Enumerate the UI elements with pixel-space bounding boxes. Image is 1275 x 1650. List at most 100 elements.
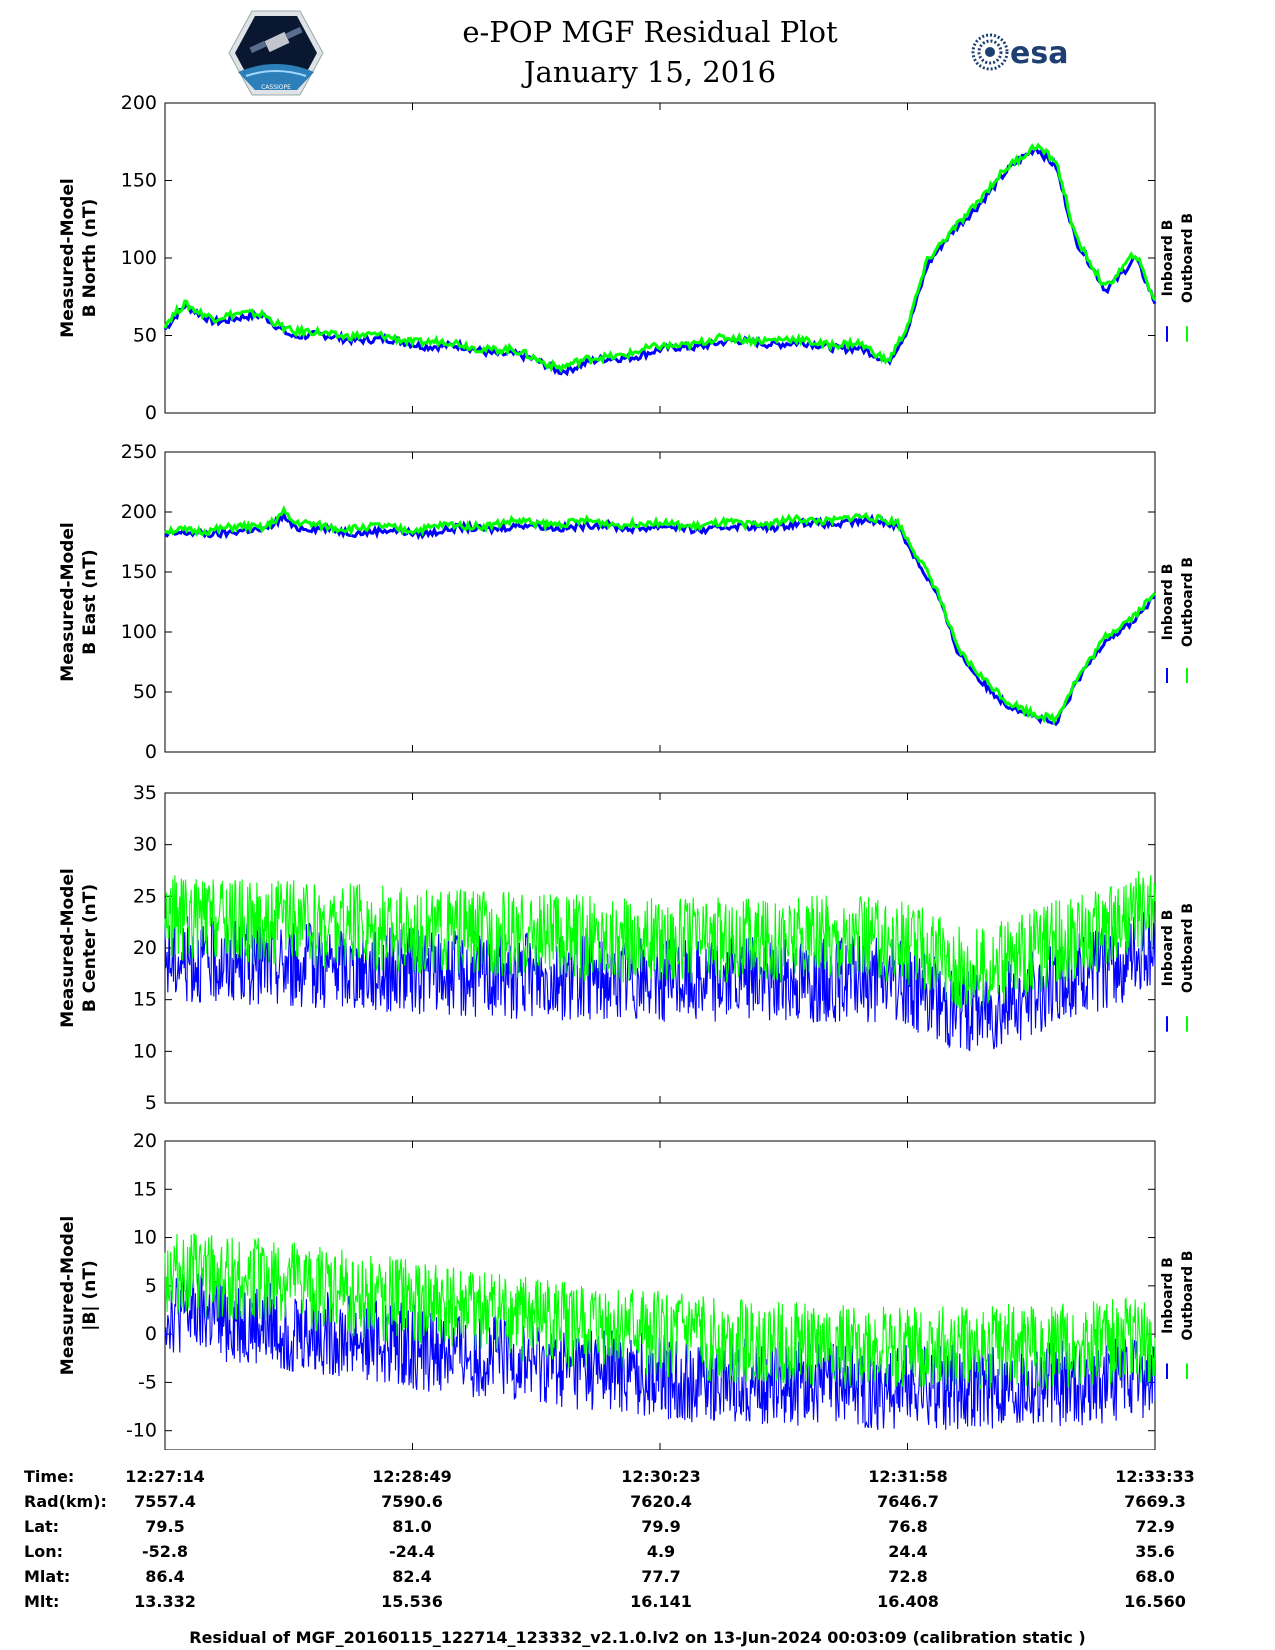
y-tick-label: 200: [121, 501, 157, 523]
table-cell: 15.536: [381, 1592, 443, 1611]
row-label-time: Time:: [24, 1467, 75, 1486]
row-label-lat: Lat:: [24, 1517, 60, 1536]
table-cell: 79.5: [145, 1517, 185, 1536]
y-axis-label-line: |B| (nT): [80, 1260, 100, 1331]
table-cell: 79.9: [641, 1517, 681, 1536]
y-axis-label: Measured-Model B North (nT): [58, 178, 100, 337]
table-cell: -24.4: [388, 1542, 436, 1561]
table-cell: -52.8: [141, 1542, 189, 1561]
table-cell: 12:28:49: [372, 1467, 452, 1486]
y-tick-label: 35: [133, 782, 157, 804]
table-cell: 7590.6: [381, 1492, 443, 1511]
y-tick-label: 20: [133, 1130, 157, 1152]
table-cell: 35.6: [1135, 1542, 1175, 1561]
y-tick-label: 0: [145, 1323, 157, 1345]
chart-title: e-POP MGF Residual Plot: [462, 15, 838, 49]
y-axis-label-line: Measured-Model: [58, 178, 78, 337]
y-tick-label: 50: [133, 325, 157, 347]
panel-3: 5 10 15 20 25 30 35 Measured-Model B Center (nT)…: [58, 782, 1196, 1114]
table-cell: 72.8: [888, 1567, 928, 1586]
series-line-inboard: [163, 146, 1157, 377]
esa-logo-icon: esa: [971, 33, 1068, 71]
y-axis-label: Measured-Model B Center (nT): [58, 868, 100, 1027]
series-line-outboard: [164, 870, 1156, 1009]
table-cell: 16.408: [877, 1592, 939, 1611]
cassiope-logo-icon: CASSIOPE: [228, 10, 324, 96]
chart-date: January 15, 2016: [523, 55, 777, 89]
y-tick-label: 15: [133, 1178, 157, 1200]
legend-label: Outboard B: [1180, 903, 1196, 993]
table-cell: 12:27:14: [125, 1467, 205, 1486]
table-cell: 12:33:33: [1115, 1467, 1195, 1486]
y-tick-label: 50: [133, 681, 157, 703]
series-line-inboard: [164, 509, 1156, 727]
y-axis-label-line: Measured-Model: [58, 1216, 78, 1375]
table-cell: 77.7: [641, 1567, 681, 1586]
table-cell: 72.9: [1135, 1517, 1175, 1536]
y-tick-label: 30: [133, 834, 157, 856]
table-cell: 68.0: [1135, 1567, 1175, 1586]
y-axis-label-line: Measured-Model: [58, 522, 78, 681]
legend-label: Outboard B: [1180, 1250, 1196, 1340]
row-label-lon: Lon:: [24, 1542, 63, 1561]
legend-label: Inboard B: [1160, 220, 1176, 297]
y-tick-label: 5: [145, 1092, 157, 1114]
y-tick-label: 150: [121, 561, 157, 583]
table-cell: 7557.4: [134, 1492, 196, 1511]
table-cell: 4.9: [646, 1542, 676, 1561]
y-axis-label-line: B North (nT): [80, 199, 100, 318]
y-tick-label: 0: [145, 402, 157, 424]
y-tick-label: 100: [121, 247, 157, 269]
legend-label: Inboard B: [1160, 910, 1176, 987]
series-line-outboard: [164, 504, 1156, 726]
y-axis-label-line: Measured-Model: [58, 868, 78, 1027]
table-cell: 13.332: [134, 1592, 196, 1611]
table-cell: 76.8: [888, 1517, 928, 1536]
series-line-outboard: [163, 142, 1157, 374]
row-label-rad: Rad(km):: [24, 1492, 107, 1511]
table-cell: 16.141: [630, 1592, 692, 1611]
y-tick-label: 25: [133, 885, 157, 907]
panel-1: 0 50 100 150 200 Measured-Model B North (nT) In…: [58, 92, 1196, 424]
y-tick-label: 20: [133, 937, 157, 959]
y-tick-label: -5: [138, 1371, 157, 1393]
legend-label: Inboard B: [1160, 1257, 1176, 1334]
y-tick-label: 15: [133, 989, 157, 1011]
y-tick-label: 100: [121, 621, 157, 643]
y-tick-label: 10: [133, 1040, 157, 1062]
table-cell: 82.4: [392, 1567, 432, 1586]
table-cell: 7646.7: [877, 1492, 939, 1511]
y-tick-label: 0: [145, 741, 157, 763]
y-tick-label: 150: [121, 170, 157, 192]
y-tick-label: -10: [126, 1420, 157, 1442]
footer-caption: Residual of MGF_20160115_122714_123332_v…: [189, 1628, 1086, 1647]
y-axis-label: Measured-Model B East (nT): [58, 522, 100, 681]
row-label-mlt: Mlt:: [24, 1592, 60, 1611]
logo-text: CASSIOPE: [261, 84, 291, 91]
y-tick-label: 5: [145, 1275, 157, 1297]
table-cell: 7669.3: [1124, 1492, 1186, 1511]
axes-frame: [164, 102, 1156, 414]
panel-4: -10 -5 0 5 10 15 20 Measured-Model |B| (nT) Inboa…: [58, 1130, 1196, 1450]
y-axis-label-line: B East (nT): [80, 549, 100, 654]
esa-logo-text: esa: [1010, 36, 1068, 71]
table-cell: 7620.4: [630, 1492, 692, 1511]
table-cell: 86.4: [145, 1567, 185, 1586]
y-axis-label: Measured-Model |B| (nT): [58, 1216, 100, 1375]
y-tick-label: 250: [121, 441, 157, 463]
legend-label: Inboard B: [1160, 564, 1176, 641]
y-tick-label: 200: [121, 92, 157, 114]
row-label-mlat: Mlat:: [24, 1567, 71, 1586]
table-cell: 24.4: [888, 1542, 928, 1561]
table-cell: 81.0: [392, 1517, 432, 1536]
table-cell: 16.560: [1124, 1592, 1186, 1611]
table-cell: 12:30:23: [621, 1467, 701, 1486]
y-tick-label: 10: [133, 1227, 157, 1249]
y-axis-label-line: B Center (nT): [80, 884, 100, 1012]
legend-label: Outboard B: [1180, 213, 1196, 303]
panel-2: 0 50 100 150 200 250 Measured-Model B East (nT)…: [58, 441, 1196, 763]
legend-label: Outboard B: [1180, 557, 1196, 647]
series-line-outboard: [164, 1232, 1156, 1392]
table-cell: 12:31:58: [868, 1467, 948, 1486]
